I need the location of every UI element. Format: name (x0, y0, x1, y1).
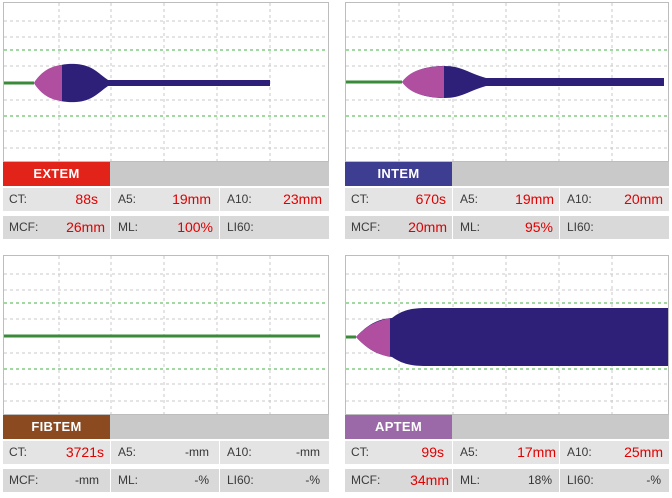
divider (559, 469, 560, 492)
divider (219, 469, 220, 492)
aptem-temogram (346, 256, 668, 414)
extem-clot-shape (34, 63, 270, 103)
li60-label: LI60: (227, 220, 254, 234)
aptem-clot-shape (356, 308, 668, 366)
intem-tab[interactable]: INTEM (345, 162, 452, 186)
divider (110, 441, 111, 464)
intem-clot-onset (402, 66, 444, 98)
fibtem-row-1: CT: 3721s A5: -mm A10: -mm (3, 441, 329, 464)
ct-value: 99s (421, 444, 444, 460)
intem-trace-area (345, 2, 669, 162)
ml-value: 95% (524, 219, 553, 235)
intem-panel: INTEM CT: 670s A5: 19mm A10: 20mm MCF: 2… (345, 2, 669, 242)
a5-value: -mm (185, 445, 209, 459)
divider (452, 188, 453, 211)
a10-value: -mm (296, 445, 320, 459)
extem-panel: EXTEM CT: 88s A5: 19mm A10: 23mm MCF: 26… (3, 2, 329, 242)
a5-label: A5: (118, 445, 137, 459)
mcf-value: 34mm (410, 472, 449, 488)
a5-value: 19mm (172, 191, 211, 207)
a5-label: A5: (118, 192, 137, 206)
divider (559, 216, 560, 239)
mcf-label: MCF: (351, 473, 381, 487)
li60-label: LI60: (567, 473, 594, 487)
aptem-trace-area (345, 255, 669, 415)
ml-value: 18% (527, 473, 552, 487)
li60-value (603, 216, 663, 239)
a5-value: 19mm (515, 191, 554, 207)
extem-row-2: MCF: 26mm ML: 100% LI60: (3, 216, 329, 239)
intem-temogram (346, 3, 668, 161)
mcf-value: 26mm (66, 219, 105, 235)
ct-label: CT: (351, 445, 369, 459)
aptem-panel: APTEM CT: 99s A5: 17mm A10: 25mm MCF: 34… (345, 255, 669, 495)
extem-tab[interactable]: EXTEM (3, 162, 110, 186)
fibtem-panel: FIBTEM CT: 3721s A5: -mm A10: -mm MCF: -… (3, 255, 329, 495)
divider (452, 441, 453, 464)
a10-label: A10: (227, 192, 252, 206)
intem-row-1: CT: 670s A5: 19mm A10: 20mm (345, 188, 669, 211)
mcf-value: 20mm (408, 219, 447, 235)
a5-label: A5: (460, 192, 479, 206)
a5-label: A5: (460, 445, 479, 459)
a10-value: 25mm (624, 444, 663, 460)
intem-tab-row: INTEM (345, 162, 669, 186)
fibtem-trace-area (3, 255, 329, 415)
li60-value (263, 216, 322, 239)
divider (219, 188, 220, 211)
divider (219, 441, 220, 464)
ct-label: CT: (351, 192, 369, 206)
intem-row-2: MCF: 20mm ML: 95% LI60: (345, 216, 669, 239)
divider (110, 188, 111, 211)
divider (110, 469, 111, 492)
a10-value: 20mm (624, 191, 663, 207)
a10-label: A10: (567, 192, 592, 206)
extem-trace-area (3, 2, 329, 162)
ml-label: ML: (118, 473, 139, 487)
mcf-value: -mm (75, 473, 99, 487)
extem-row-1: CT: 88s A5: 19mm A10: 23mm (3, 188, 329, 211)
a10-label: A10: (567, 445, 592, 459)
a10-label: A10: (227, 445, 252, 459)
divider (559, 441, 560, 464)
ml-label: ML: (460, 220, 481, 234)
divider (559, 188, 560, 211)
extem-clot-onset (34, 65, 62, 101)
divider (219, 216, 220, 239)
aptem-clot-onset (356, 318, 390, 357)
intem-clot-shape (402, 66, 664, 98)
mcf-label: MCF: (9, 220, 39, 234)
li60-label: LI60: (567, 220, 594, 234)
ct-label: CT: (9, 445, 27, 459)
ml-label: ML: (460, 473, 481, 487)
divider (452, 469, 453, 492)
li60-value: -% (305, 473, 320, 487)
divider (110, 216, 111, 239)
aptem-row-2: MCF: 34mm ML: 18% LI60: -% (345, 469, 669, 492)
extem-tab-row: EXTEM (3, 162, 329, 186)
aptem-tab[interactable]: APTEM (345, 415, 452, 439)
fibtem-temogram (4, 256, 328, 414)
ml-label: ML: (118, 220, 139, 234)
fibtem-tab[interactable]: FIBTEM (3, 415, 110, 439)
li60-label: LI60: (227, 473, 254, 487)
ct-value: 88s (75, 191, 98, 207)
fibtem-tab-row: FIBTEM (3, 415, 329, 439)
ml-value: 100% (177, 219, 213, 235)
mcf-label: MCF: (351, 220, 381, 234)
fibtem-row-2: MCF: -mm ML: -% LI60: -% (3, 469, 329, 492)
li60-value: -% (646, 473, 661, 487)
extem-temogram (4, 3, 328, 161)
mcf-label: MCF: (9, 473, 39, 487)
ct-value: 3721s (65, 444, 104, 460)
divider (452, 216, 453, 239)
ml-value: -% (194, 473, 209, 487)
aptem-tab-row: APTEM (345, 415, 669, 439)
a5-value: 17mm (517, 444, 556, 460)
aptem-row-1: CT: 99s A5: 17mm A10: 25mm (345, 441, 669, 464)
ct-value: 670s (415, 191, 446, 207)
a10-value: 23mm (283, 191, 322, 207)
ct-label: CT: (9, 192, 27, 206)
